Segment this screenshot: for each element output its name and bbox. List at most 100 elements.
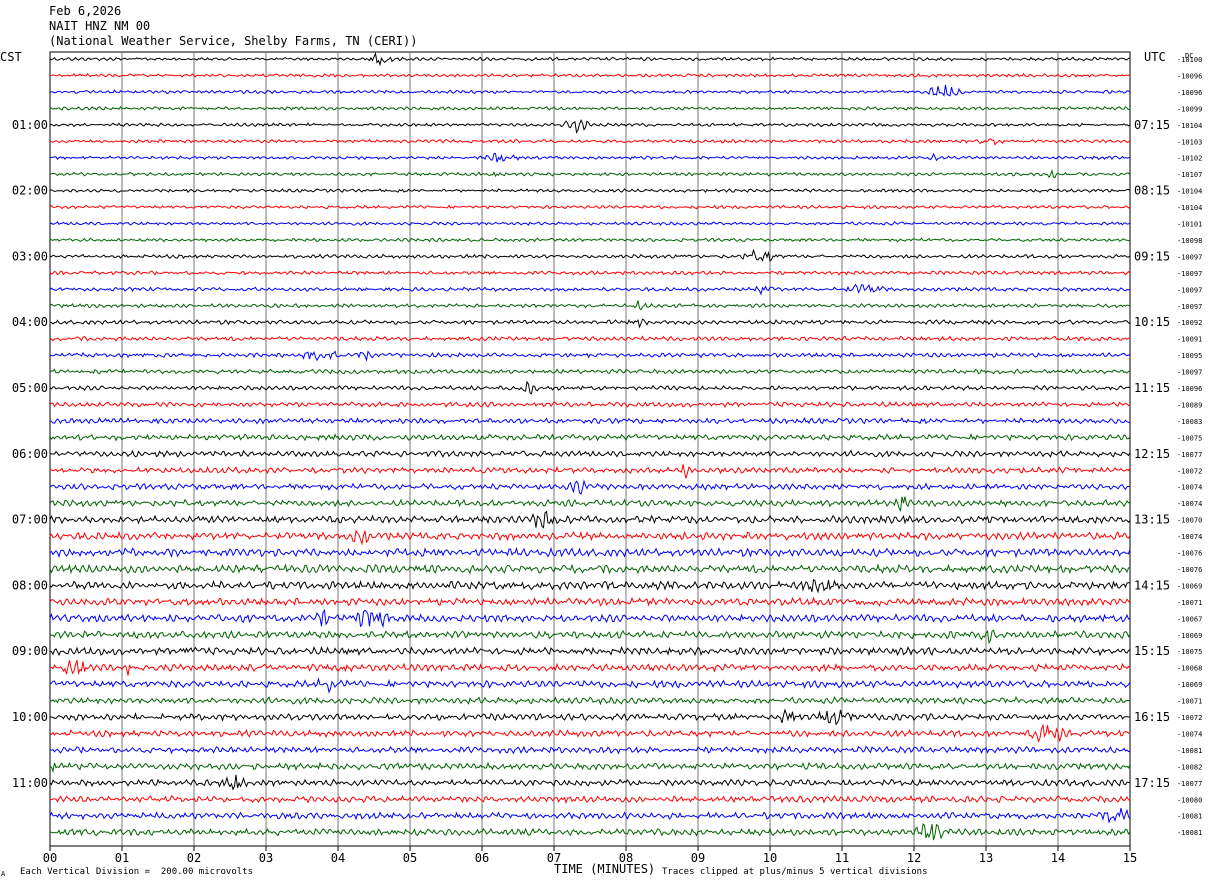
left-hour-label: 11:00 xyxy=(12,776,48,790)
clip-note: Traces clipped at plus/minus 5 vertical … xyxy=(662,867,928,877)
right-hour-label: 13:15 xyxy=(1134,513,1170,527)
trace-line-red xyxy=(49,723,1131,743)
dc-offset-label: -10097 xyxy=(1177,286,1202,294)
trace-line-blue xyxy=(49,84,1131,97)
left-hour-label: 07:00 xyxy=(12,513,48,527)
x-tick-label: 07 xyxy=(547,851,561,865)
dc-offset-label: -10097 xyxy=(1177,270,1202,278)
trace-line-green xyxy=(49,761,1131,773)
trace-line-blue xyxy=(49,152,1131,163)
dc-offset-label: -10103 xyxy=(1177,138,1202,146)
dc-offset-label: -10099 xyxy=(1177,105,1202,113)
trace-line-black xyxy=(49,248,1131,263)
trace-line-green xyxy=(49,496,1131,512)
trace-line-blue xyxy=(49,677,1131,694)
trace-line-black xyxy=(50,708,1131,726)
dc-offset-label: -10069 xyxy=(1177,582,1202,590)
dc-offset-label: -10082 xyxy=(1177,763,1202,771)
x-tick-label: 06 xyxy=(475,851,489,865)
dc-offset-label: -10070 xyxy=(1177,517,1202,525)
dc-offset-label: -10097 xyxy=(1177,253,1202,261)
trace-line-red xyxy=(49,270,1131,276)
x-axis: 00 01 02 03 04 05 06 07 08 09 10 11 12 13 14 15 xyxy=(43,846,1137,865)
dc-offset-label: -10102 xyxy=(1177,155,1202,163)
trace-line-blue xyxy=(49,350,1131,362)
right-hour-label: 16:15 xyxy=(1134,710,1170,724)
dc-offset-label: -10104 xyxy=(1177,122,1202,130)
trace-line-red xyxy=(49,464,1131,479)
left-hour-label: 05:00 xyxy=(12,381,48,395)
right-hour-label: 11:15 xyxy=(1134,381,1170,395)
dc-offset-label: -10076 xyxy=(1177,550,1202,558)
x-tick-label: 04 xyxy=(331,851,345,865)
dc-offset-label: -10091 xyxy=(1177,336,1202,344)
plot-frame xyxy=(49,51,1131,847)
dc-offset-label: -10098 xyxy=(1177,237,1202,245)
trace-line-blue xyxy=(49,479,1131,495)
dc-offset-label: -10074 xyxy=(1177,500,1202,508)
left-hour-label: 06:00 xyxy=(12,447,48,461)
trace-line-green xyxy=(49,563,1131,575)
trace-line-black xyxy=(49,51,1131,67)
dc-offset-label: -10096 xyxy=(1177,89,1202,97)
x-tick-label: 01 xyxy=(115,851,129,865)
dc-offset-label: -10075 xyxy=(1177,434,1202,442)
dc-offset-label: -10081 xyxy=(1177,813,1202,821)
trace-line-blue xyxy=(49,221,1131,226)
dc-label: DC xyxy=(1185,52,1193,60)
trace-line-green xyxy=(49,237,1131,243)
dc-offset-label: -10081 xyxy=(1177,747,1202,755)
trace-line-green xyxy=(49,432,1131,442)
left-hour-label: 04:00 xyxy=(12,315,48,329)
trace-line-blue xyxy=(49,417,1131,425)
header-station: NAIT HNZ NM 00 xyxy=(49,19,151,33)
dc-offset-label: -10107 xyxy=(1177,171,1202,179)
trace-line-green xyxy=(49,168,1131,179)
left-timezone-label: CST xyxy=(0,50,22,64)
dc-offset-label: -10076 xyxy=(1177,566,1202,574)
trace-line-blue xyxy=(49,608,1131,629)
x-tick-label: 05 xyxy=(403,851,417,865)
dc-offset-label: -10096 xyxy=(1177,385,1202,393)
x-tick-label: 02 xyxy=(187,851,201,865)
right-hour-label: 09:15 xyxy=(1134,249,1170,263)
trace-line-green xyxy=(49,106,1131,111)
trace-line-black xyxy=(49,380,1131,395)
dc-offset-label: -10092 xyxy=(1177,319,1202,327)
x-tick-label: 00 xyxy=(43,851,57,865)
trace-line-red xyxy=(49,529,1131,546)
trace-line-red xyxy=(49,335,1131,342)
dc-offset-label: -10074 xyxy=(1177,484,1202,492)
trace-line-black xyxy=(49,510,1131,529)
dc-offset-label: -10071 xyxy=(1177,698,1202,706)
left-hour-label: 03:00 xyxy=(12,249,48,263)
trace-line-black xyxy=(49,774,1131,791)
right-hour-label: 15:15 xyxy=(1134,644,1170,658)
trace-line-black xyxy=(49,318,1131,329)
right-hour-label: 12:15 xyxy=(1134,447,1170,461)
trace-line-black xyxy=(49,578,1130,594)
right-hour-label: 08:15 xyxy=(1134,184,1170,198)
trace-line-black xyxy=(50,449,1131,458)
trace-line-red xyxy=(49,204,1131,210)
trace-line-green xyxy=(49,823,1131,841)
dc-offset-label: -10075 xyxy=(1177,648,1202,656)
x-axis-title: TIME (MINUTES) xyxy=(554,862,656,876)
dc-offset-label: -10071 xyxy=(1177,599,1202,607)
x-tick-label: 13 xyxy=(979,851,993,865)
dc-offset-label: -10067 xyxy=(1177,615,1202,623)
trace-line-red xyxy=(50,72,1131,78)
dc-offset-label: -10080 xyxy=(1177,796,1202,804)
right-timezone-label: UTC xyxy=(1144,50,1166,64)
dc-offset-label: -10072 xyxy=(1177,467,1202,475)
trace-line-black xyxy=(49,645,1131,657)
trace-line-red xyxy=(49,138,1131,146)
x-tick-label: 14 xyxy=(1051,851,1065,865)
x-tick-label: 03 xyxy=(259,851,273,865)
right-hour-label: 07:15 xyxy=(1134,118,1170,132)
trace-line-red xyxy=(49,659,1131,676)
dc-offset-label: -10081 xyxy=(1177,829,1202,837)
trace-line-blue xyxy=(49,283,1130,296)
right-hour-label: 14:15 xyxy=(1134,578,1170,592)
right-hour-label: 17:15 xyxy=(1134,776,1170,790)
